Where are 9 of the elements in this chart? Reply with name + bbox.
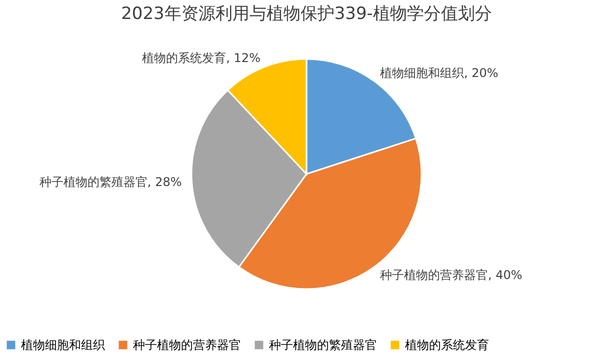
- legend-label: 植物细胞和组织: [21, 338, 105, 352]
- chart-title: 2023年资源利用与植物保护339-植物学分值划分: [121, 4, 492, 24]
- legend-label: 种子植物的营养器官: [133, 338, 241, 352]
- legend-label: 种子植物的繁殖器官: [269, 338, 377, 352]
- data-label: 植物细胞和组织, 20%: [380, 66, 498, 80]
- data-label: 种子植物的营养器官, 40%: [380, 268, 522, 282]
- legend-label: 植物的系统发育: [405, 338, 489, 352]
- data-label: 植物的系统发育, 12%: [142, 50, 260, 65]
- data-label: 种子植物的繁殖器官, 28%: [39, 174, 182, 189]
